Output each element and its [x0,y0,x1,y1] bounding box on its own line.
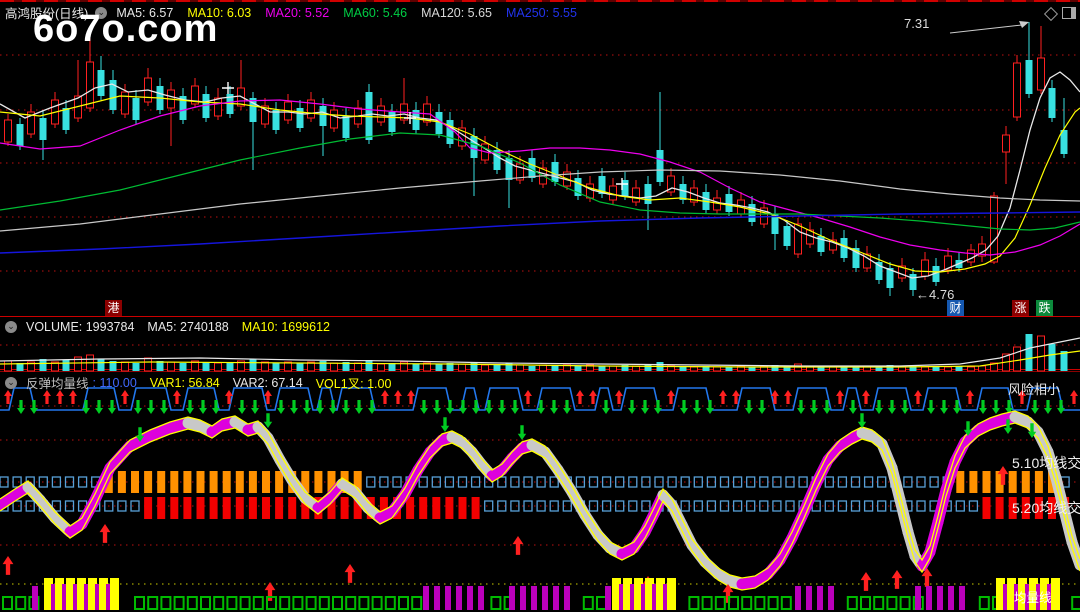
volume-collapse-chevron-icon[interactable]: ⌄ [5,321,17,333]
ma20-label: MA20: 5.52 [265,5,330,20]
cross-520-label: 5.20均线交叉 [1012,500,1080,516]
indicator-value: : 110.00 [92,375,137,390]
ma10-label: MA10: 6.03 [187,5,252,20]
candles-layer [4,22,1068,296]
step-line-layer [0,387,1080,411]
stock-title: 高鸿股份(日线) [5,7,89,21]
ma250-label: MA250: 5.55 [506,5,577,20]
ribbon-layer [0,410,1080,591]
ma120-label: MA120: 5.65 [421,5,493,20]
tag-zhang[interactable]: 涨 [1012,300,1029,316]
tag-gang[interactable]: 港 [105,300,122,316]
ma60-label: MA60: 5.46 [343,5,408,20]
indicator-name: 反弹均量线 [26,377,89,391]
top-border [0,0,1080,2]
collapse-chevron-icon[interactable]: ⌄ [95,6,108,19]
ma-lines-layer [0,71,1080,279]
ribbon-arrows [2,413,1037,603]
indicator-collapse-chevron-icon[interactable]: ⌄ [5,376,17,389]
high-price-annotation: 7.31 [904,16,930,31]
signal-arrow-rows [4,390,1078,414]
main-header: 高鸿股份(日线) ⌄ MA5: 6.57 MA10: 6.03 MA20: 5.… [5,3,591,22]
watermark: 6o7o.com [33,8,219,50]
volume-header: ⌄ VOLUME: 1993784 MA5: 2740188 MA10: 169… [5,320,343,334]
volume-ma5: MA5: 2740188 [147,320,229,334]
volume-ma10: MA10: 1699612 [241,320,330,334]
ma5-label: MA5: 6.57 [116,5,174,20]
indicator-var1: VAR1: 56.84 [149,375,220,390]
indicator-header: ⌄ 反弹均量线 : 110.00 VAR1: 56.84 VAR2: 67.14… [5,373,404,392]
tag-cai[interactable]: 财 [947,300,964,316]
low-price-annotation: ←4.76 [916,287,955,302]
bottom-strip [2,578,1080,610]
tag-die[interactable]: 跌 [1036,300,1053,316]
volume-layer [0,334,1080,372]
cross-510-label: 5.10均线交叉 [1012,455,1080,471]
top-right-note: 风险相小 [1008,382,1061,397]
volume-value: VOLUME: 1993784 [26,320,135,334]
main-annotation-marks [222,21,1029,190]
bottom-strip-label: 均量线 [1014,591,1052,605]
indicator-rows [0,471,1070,519]
indicator-vol1: VOL1叉: 1.00 [315,377,392,391]
window-layout-icon[interactable] [1062,7,1076,19]
indicator-var2: VAR2: 67.14 [232,375,303,390]
